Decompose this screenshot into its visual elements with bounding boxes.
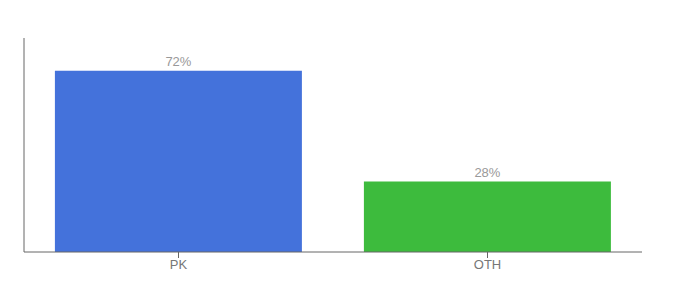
svg-text:OTH: OTH <box>474 257 501 272</box>
svg-text:72%: 72% <box>165 54 191 69</box>
svg-text:28%: 28% <box>474 165 500 180</box>
svg-text:PK: PK <box>170 257 188 272</box>
